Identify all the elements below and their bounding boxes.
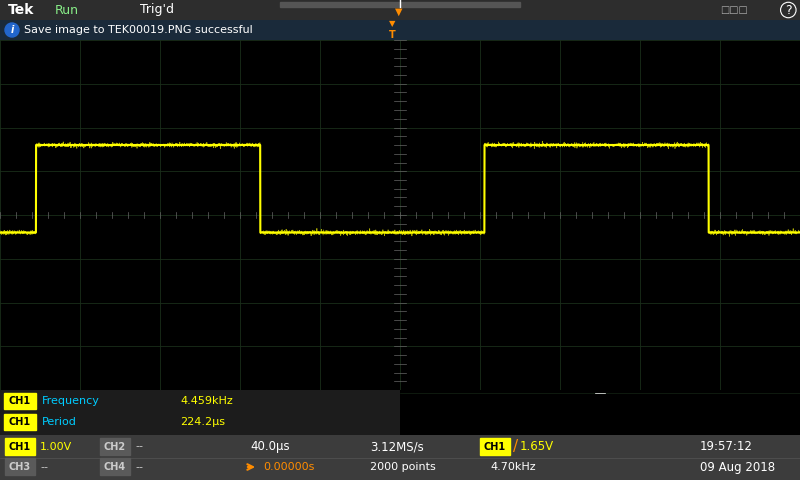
- Text: Period: Period: [42, 417, 77, 427]
- Bar: [100, 438, 130, 455]
- Text: ▼: ▼: [389, 20, 395, 28]
- Text: 19:57:12: 19:57:12: [700, 440, 753, 453]
- Text: --: --: [135, 462, 143, 472]
- Text: Save image to TEK00019.PNG successful: Save image to TEK00019.PNG successful: [24, 25, 253, 35]
- Text: CH2: CH2: [104, 442, 126, 452]
- Text: T: T: [389, 30, 395, 40]
- Bar: [280, 2, 520, 7]
- Bar: [480, 438, 510, 455]
- Text: CH1: CH1: [9, 396, 31, 406]
- Circle shape: [5, 23, 19, 37]
- Text: 1.00V: 1.00V: [40, 442, 72, 452]
- Text: --: --: [135, 442, 143, 452]
- Text: 2000 points: 2000 points: [370, 462, 436, 472]
- Text: 09 Aug 2018: 09 Aug 2018: [700, 460, 775, 473]
- Text: 4.459kHz: 4.459kHz: [180, 396, 233, 406]
- Text: Frequency: Frequency: [42, 396, 100, 406]
- Text: 1.65V: 1.65V: [520, 440, 554, 453]
- Text: 0.00000s: 0.00000s: [263, 462, 314, 472]
- Text: 40.0μs: 40.0μs: [250, 440, 290, 453]
- Text: 224.2μs: 224.2μs: [180, 417, 225, 427]
- Text: /: /: [513, 439, 518, 454]
- Text: 3.12MS/s: 3.12MS/s: [370, 440, 424, 453]
- Text: i: i: [10, 25, 14, 35]
- Text: CH1: CH1: [9, 442, 31, 452]
- Bar: [5, 458, 35, 475]
- Text: 4.70kHz: 4.70kHz: [490, 462, 536, 472]
- Text: □□□: □□□: [720, 5, 748, 15]
- Text: Run: Run: [55, 3, 79, 16]
- Bar: [100, 458, 130, 475]
- Text: ▼: ▼: [395, 7, 402, 17]
- Text: Trig'd: Trig'd: [140, 3, 174, 16]
- Text: CH4: CH4: [104, 461, 126, 471]
- Text: CH3: CH3: [9, 461, 31, 471]
- Text: Tek: Tek: [8, 3, 34, 17]
- Text: CH1: CH1: [9, 417, 31, 427]
- Text: ?: ?: [785, 3, 792, 16]
- Text: CH1: CH1: [484, 442, 506, 452]
- Text: --: --: [40, 462, 48, 472]
- Bar: [4, 393, 36, 409]
- Bar: [4, 414, 36, 430]
- Bar: [5, 438, 35, 455]
